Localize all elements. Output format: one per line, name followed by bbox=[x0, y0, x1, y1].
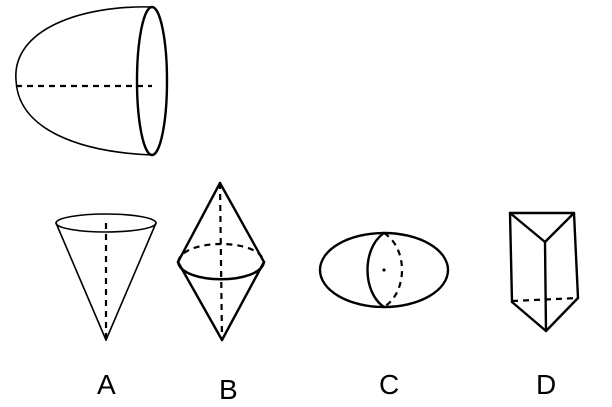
reference-profile bbox=[15, 6, 153, 156]
prism-left-edge bbox=[508, 211, 514, 304]
solid-c-ellipsoid bbox=[318, 231, 450, 309]
double-cone-upper-left bbox=[176, 181, 222, 264]
double-cone-lower-right bbox=[220, 260, 266, 342]
ellipsoid-center-dot bbox=[382, 268, 386, 272]
double-cone-lower-left bbox=[176, 260, 224, 342]
cone-left-side bbox=[55, 222, 107, 341]
option-label-d: D bbox=[536, 369, 557, 400]
prism-middle-edge bbox=[543, 240, 548, 333]
solid-b-double-cone bbox=[176, 181, 266, 342]
prism-top-face bbox=[508, 211, 576, 244]
solid-a-cone bbox=[55, 213, 157, 341]
option-label-c: C bbox=[379, 369, 400, 400]
option-label-b: B bbox=[219, 374, 238, 405]
cone-right-side bbox=[105, 222, 157, 341]
ellipsoid-back-arc bbox=[383, 232, 403, 308]
double-cone-front-arc bbox=[176, 260, 266, 281]
double-cone-upper-right bbox=[218, 181, 266, 264]
prism-bottom-left bbox=[510, 300, 548, 333]
double-cone-back-arc bbox=[176, 242, 266, 263]
double-cone-axis bbox=[218, 182, 224, 341]
option-label-a: A bbox=[97, 369, 116, 400]
reference-solid bbox=[15, 5, 169, 157]
ellipsoid-front-arc bbox=[366, 231, 386, 309]
prism-hidden-bottom bbox=[511, 296, 579, 303]
prism-bottom-right bbox=[544, 296, 580, 333]
solid-d-prism bbox=[508, 211, 580, 333]
reference-base-ellipse bbox=[135, 5, 169, 157]
prism-right-edge bbox=[572, 211, 580, 300]
